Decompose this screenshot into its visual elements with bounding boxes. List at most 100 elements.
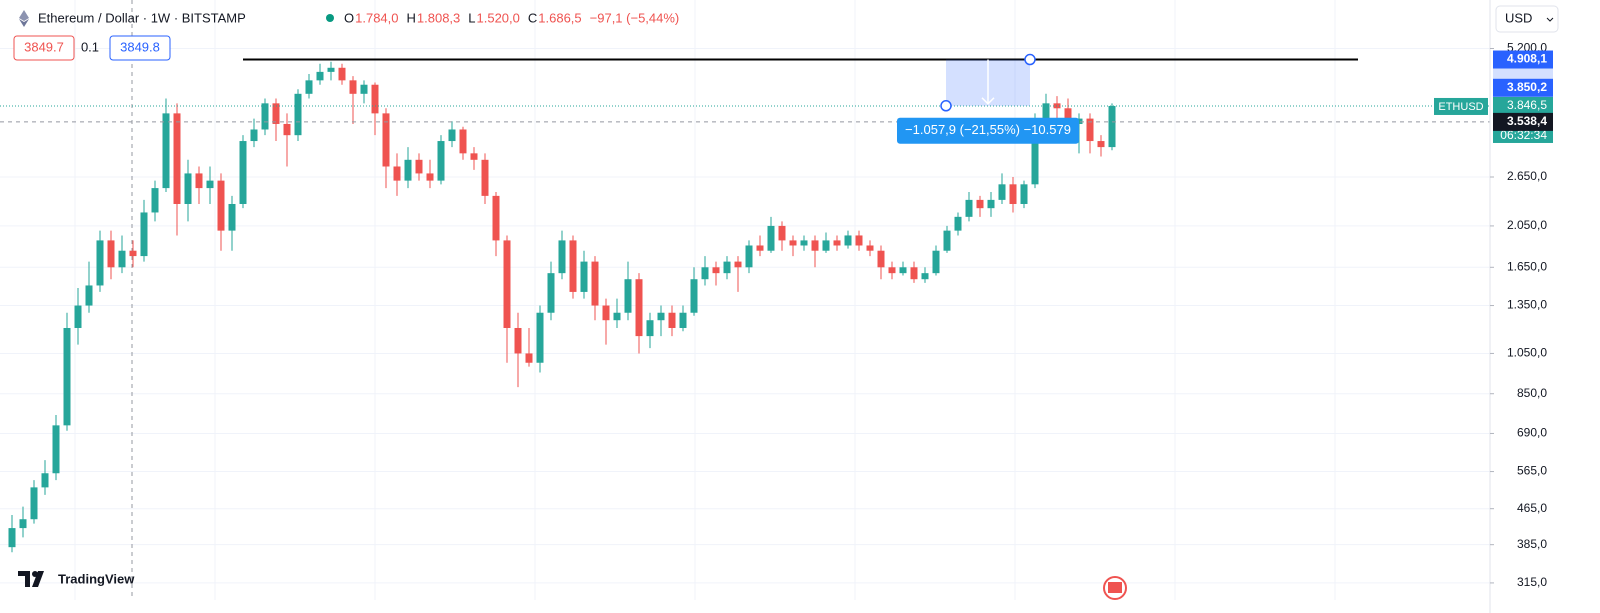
candle-body bbox=[162, 113, 170, 189]
candle-body bbox=[547, 273, 555, 313]
symbol-title: Ethereum / Dollar · 1W · BITSTAMP bbox=[38, 10, 246, 25]
candle-body bbox=[866, 245, 874, 251]
crosshair-price-label-box bbox=[1493, 112, 1553, 131]
currency-select[interactable]: USD bbox=[1495, 5, 1559, 33]
order-panel: 3849.7 0.1 3849.8 bbox=[13, 35, 171, 61]
eth-icon bbox=[19, 10, 29, 21]
candle-body bbox=[536, 312, 544, 363]
candle-body bbox=[734, 261, 742, 268]
y-tick-label: 315,0 bbox=[1517, 575, 1547, 589]
candle-body bbox=[1031, 118, 1039, 185]
flag-icon-fill bbox=[1108, 582, 1122, 593]
candle-body bbox=[745, 245, 753, 268]
candle-body bbox=[195, 173, 203, 189]
candle-body bbox=[613, 312, 621, 321]
candle-body bbox=[943, 230, 951, 251]
candle-body bbox=[789, 240, 797, 246]
y-tick-label: 2.050,0 bbox=[1507, 218, 1547, 232]
candle-body bbox=[844, 235, 852, 246]
buy-button[interactable] bbox=[109, 35, 171, 61]
candle-body bbox=[668, 312, 676, 328]
chevron bbox=[1546, 17, 1554, 22]
candle-body bbox=[712, 267, 720, 274]
horizontal-grid bbox=[0, 48, 1490, 584]
candle-body bbox=[602, 305, 610, 321]
candle-body bbox=[129, 250, 137, 257]
candle-body bbox=[261, 103, 269, 130]
ohlc-value: 1.686,5 bbox=[538, 10, 581, 25]
measure-label: −1.057,9 (−21,55%) −10.579 bbox=[905, 122, 1071, 137]
candle-body bbox=[294, 93, 302, 136]
candle-body bbox=[569, 240, 577, 292]
candle-body bbox=[96, 240, 104, 286]
candle-body bbox=[382, 113, 390, 167]
candle-body bbox=[85, 285, 93, 306]
candle-body bbox=[217, 180, 225, 231]
candle-body bbox=[657, 312, 665, 321]
market-status[interactable] bbox=[326, 14, 334, 22]
candle-body bbox=[965, 199, 973, 217]
measure-price-label: 3.850,2 bbox=[1507, 80, 1547, 94]
candle-body bbox=[360, 84, 368, 94]
candle-body bbox=[437, 141, 445, 181]
measure-price-label-box bbox=[1493, 78, 1553, 97]
legend-header: Ethereum / Dollar · 1W · BITSTAMP O 1.784… bbox=[19, 10, 679, 27]
candle-body bbox=[811, 240, 819, 251]
candle-body bbox=[580, 261, 588, 292]
y-tick-label: 850,0 bbox=[1517, 386, 1547, 400]
y-tick-label: 1.650,0 bbox=[1507, 259, 1547, 273]
candle-body bbox=[1042, 103, 1050, 119]
ohlc-label: C bbox=[528, 10, 537, 25]
candle-body bbox=[8, 528, 16, 548]
candle-body bbox=[800, 240, 808, 246]
y-tick-label: 2.650,0 bbox=[1507, 169, 1547, 183]
eth-icon bbox=[19, 19, 29, 27]
sell-button[interactable] bbox=[13, 35, 75, 61]
candle-body bbox=[206, 180, 214, 189]
spread: 0.1 bbox=[81, 39, 99, 54]
candle-body bbox=[855, 235, 863, 246]
candle-body bbox=[1009, 184, 1017, 204]
candle-body bbox=[514, 327, 522, 354]
candle-body bbox=[173, 113, 181, 204]
logo-text: TradingView bbox=[58, 571, 135, 586]
vertical-grid bbox=[74, 0, 1336, 600]
events-flag[interactable] bbox=[1103, 576, 1127, 600]
candle-body bbox=[635, 279, 643, 337]
countdown: 06:32:34 bbox=[1500, 128, 1547, 142]
candle-body bbox=[316, 71, 324, 81]
measure-handle[interactable] bbox=[1024, 53, 1036, 66]
y-tick-label: 1.350,0 bbox=[1507, 298, 1547, 312]
candle-body bbox=[393, 166, 401, 181]
candle-body bbox=[184, 173, 192, 204]
ohlc-label: L bbox=[468, 10, 475, 25]
overlay: −1.057,9 (−21,55%) −10.579 ETHUSD bbox=[0, 53, 1490, 144]
line-price-label-box bbox=[1493, 50, 1553, 69]
crosshair-price-label: 3.538,4 bbox=[1507, 114, 1547, 128]
candle-body bbox=[1064, 108, 1072, 124]
candle-body bbox=[833, 240, 841, 246]
currency-box[interactable] bbox=[1495, 5, 1559, 33]
candle-body bbox=[305, 80, 313, 94]
measure-handle[interactable] bbox=[940, 100, 952, 112]
candle-body bbox=[921, 273, 929, 280]
y-tick-label: 565,0 bbox=[1517, 464, 1547, 478]
candle-body bbox=[448, 129, 456, 142]
candle-body bbox=[767, 225, 775, 251]
candle-body bbox=[1108, 105, 1116, 148]
candle-body bbox=[415, 159, 423, 174]
measure-arrow bbox=[981, 59, 995, 105]
ohlc-value: 1.784,0 bbox=[355, 10, 398, 25]
candle-body bbox=[19, 519, 27, 529]
candle-body bbox=[899, 267, 907, 274]
candle-body bbox=[1097, 141, 1105, 148]
y-tick-label: 465,0 bbox=[1517, 501, 1547, 515]
candle-body bbox=[140, 212, 148, 257]
candle-body bbox=[987, 199, 995, 209]
candle-body bbox=[272, 103, 280, 124]
ohlc-label: O bbox=[344, 10, 354, 25]
candle-body bbox=[822, 240, 830, 251]
candle-body bbox=[404, 159, 412, 181]
